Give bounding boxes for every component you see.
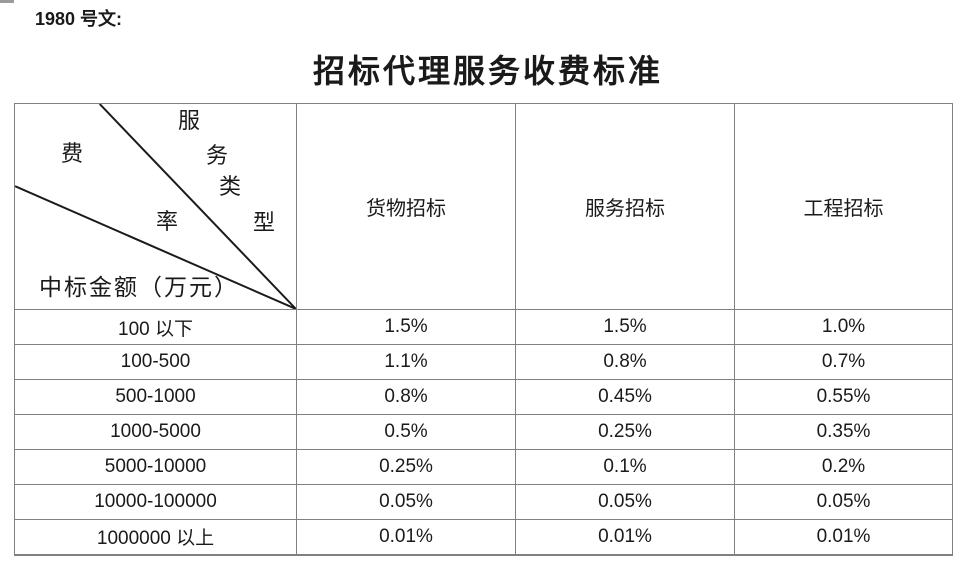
table-row: 5000-10000 0.25% 0.1% 0.2% [14,449,953,485]
amount-range-cell: 100 以下 [14,309,297,345]
table-row: 100 以下 1.5% 1.5% 1.0% [14,309,953,345]
corner-cell: 服 务 类 型 费 率 中标金额（万元） [14,103,297,310]
rate-cell: 1.5% [296,309,516,345]
rate-cell: 0.8% [515,344,735,380]
rate-cell: 0.5% [296,414,516,450]
rate-cell: 0.01% [515,519,735,556]
rate-cell: 1.0% [734,309,953,345]
column-header-services: 服务招标 [515,103,735,310]
table-row: 1000000 以上 0.01% 0.01% 0.01% [14,519,953,556]
table-row: 500-1000 0.8% 0.45% 0.55% [14,379,953,415]
table-row: 1000-5000 0.5% 0.25% 0.35% [14,414,953,450]
rate-cell: 0.05% [296,484,516,520]
rate-cell: 0.7% [734,344,953,380]
header-row: 服 务 类 型 费 率 中标金额（万元） 货物招标 服务招标 工程招标 [14,103,953,310]
rate-cell: 0.2% [734,449,953,485]
rate-cell: 0.05% [515,484,735,520]
rate-cell: 0.01% [296,519,516,556]
rate-cell: 1.5% [515,309,735,345]
corner-service-type-char-3: 类 [219,174,242,199]
amount-range-cell: 1000000 以上 [14,519,297,556]
corner-service-type-char-4: 型 [253,210,276,235]
rate-cell: 0.25% [296,449,516,485]
rate-cell: 1.1% [296,344,516,380]
rate-cell: 0.25% [515,414,735,450]
scan-artifact [0,0,14,3]
rate-cell: 0.55% [734,379,953,415]
amount-range-cell: 1000-5000 [14,414,297,450]
amount-range-cell: 100-500 [14,344,297,380]
diagonal-split-lines [15,104,296,309]
amount-range-cell: 500-1000 [14,379,297,415]
rate-cell: 0.35% [734,414,953,450]
rate-cell: 0.1% [515,449,735,485]
corner-amount-label: 中标金额（万元） [39,275,239,300]
rate-cell: 0.8% [296,379,516,415]
rate-cell: 0.45% [515,379,735,415]
amount-range-cell: 10000-100000 [14,484,297,520]
fee-standard-table: 服 务 类 型 费 率 中标金额（万元） 货物招标 服务招标 工程招标 100 … [14,103,953,556]
table-row: 10000-100000 0.05% 0.05% 0.05% [14,484,953,520]
rate-cell: 0.05% [734,484,953,520]
page-title: 招标代理服务收费标准 [312,53,663,89]
amount-range-cell: 5000-10000 [14,449,297,485]
rate-cell: 0.01% [734,519,953,556]
doc-ref: 1980 号文: [35,9,123,29]
table-row: 100-500 1.1% 0.8% 0.7% [14,344,953,380]
corner-service-type-char-2: 务 [206,143,229,168]
column-header-goods: 货物招标 [296,103,516,310]
corner-rate-char-2: 率 [156,209,179,234]
column-header-engineering: 工程招标 [734,103,953,310]
corner-rate-char-1: 费 [61,141,84,166]
corner-service-type-char-1: 服 [178,108,201,133]
